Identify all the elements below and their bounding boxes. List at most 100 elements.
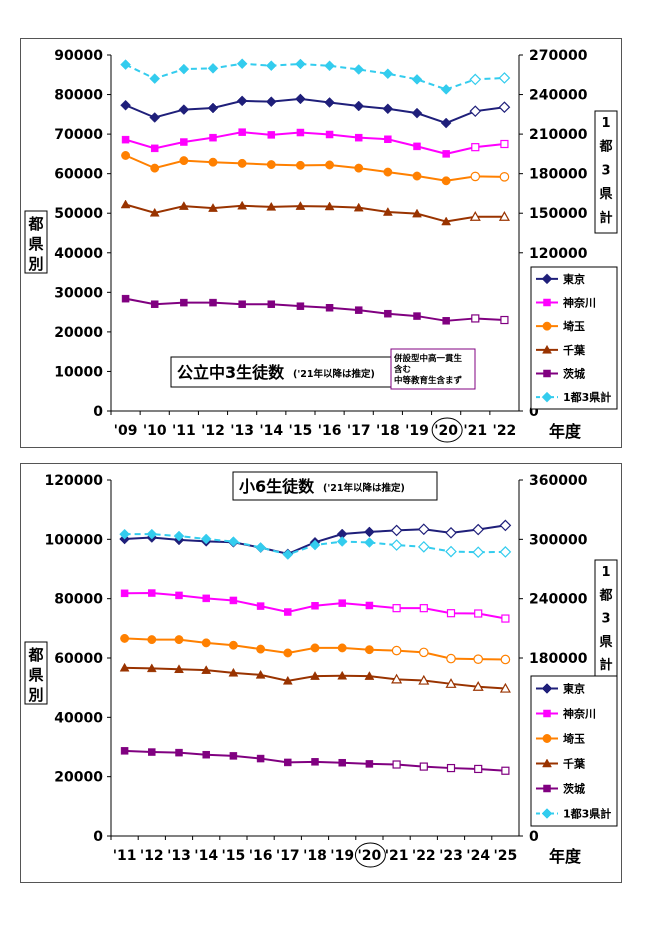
data-point <box>469 105 482 118</box>
data-point <box>411 74 423 85</box>
x-tick-label: '16 <box>318 423 342 439</box>
data-point <box>364 526 375 538</box>
legend-marker <box>541 391 553 403</box>
x-tick-label: '22 <box>412 848 436 864</box>
data-point <box>384 135 392 144</box>
data-point <box>147 635 157 645</box>
y2-axis-label-char: 1 <box>601 116 610 131</box>
y2-axis-label-char: 計 <box>599 210 612 226</box>
x-axis-label: 年度 <box>549 422 582 441</box>
data-point <box>310 643 320 653</box>
y-tick-label: 80000 <box>54 88 103 104</box>
y-tick-label: 20000 <box>54 770 103 786</box>
y2-tick-label: 240000 <box>529 592 588 608</box>
y-tick-label: 0 <box>93 829 103 845</box>
y-axis-label-char: 都 <box>27 215 43 233</box>
data-point <box>499 546 512 558</box>
data-point <box>365 760 374 768</box>
data-point <box>417 523 430 536</box>
series-line-actual <box>125 203 447 223</box>
series-line-estimated <box>369 648 506 661</box>
data-point <box>283 648 293 658</box>
data-point <box>179 156 189 166</box>
series-茨城 <box>121 294 509 325</box>
y-tick-label: 40000 <box>54 710 103 726</box>
legend-box <box>530 675 618 827</box>
legend-marker <box>542 321 552 331</box>
data-point <box>419 604 428 613</box>
y-tick-label: 50000 <box>54 206 103 222</box>
data-point <box>441 176 451 186</box>
circled-year-marker <box>431 417 463 443</box>
data-point <box>501 614 510 623</box>
series-line-actual <box>124 749 370 765</box>
data-point <box>419 762 428 771</box>
data-point <box>499 172 510 182</box>
y2-tick-label: 0 <box>529 404 539 420</box>
y2-tick-label: 270000 <box>529 48 588 64</box>
data-point <box>121 135 130 144</box>
y2-axis-label-char: 県 <box>599 187 612 202</box>
y2-axis-label-char: 3 <box>601 163 610 178</box>
data-point <box>440 84 452 95</box>
series-埼玉 <box>121 151 510 186</box>
y2-axis-label-char: 県 <box>599 635 612 650</box>
y2-tick-label: 0 <box>529 829 539 845</box>
series-line-actual <box>125 97 447 124</box>
y-tick-label: 60000 <box>54 651 103 667</box>
note-box <box>390 348 476 390</box>
y-axis-label-char: 県 <box>28 235 43 253</box>
data-point <box>284 758 292 767</box>
data-point <box>295 201 306 210</box>
x-tick-label: '20 <box>434 423 458 439</box>
data-point <box>266 160 276 170</box>
data-point <box>146 528 158 540</box>
data-point <box>413 142 421 151</box>
data-point <box>337 643 347 653</box>
legend-marker <box>543 784 551 793</box>
series-line-actual <box>124 637 370 654</box>
data-point <box>311 602 319 610</box>
y-axis-label-char: 別 <box>27 686 43 704</box>
series-神奈川 <box>121 128 509 158</box>
data-point <box>149 112 161 123</box>
legend-marker <box>541 683 553 694</box>
data-point <box>178 63 190 75</box>
data-point <box>201 638 211 648</box>
data-point <box>338 758 346 767</box>
chart-title: 公立中3生徒数 <box>177 363 285 382</box>
data-point <box>353 64 365 75</box>
data-point <box>354 163 364 173</box>
data-point <box>474 609 483 618</box>
data-point <box>228 667 239 677</box>
data-point <box>384 309 392 318</box>
data-point <box>336 536 348 547</box>
data-point <box>119 662 130 672</box>
data-point <box>471 143 480 152</box>
data-point <box>121 151 131 160</box>
data-point <box>282 675 293 685</box>
y-tick-label: 0 <box>93 404 103 420</box>
legend-label: 1都3県計 <box>563 390 611 404</box>
data-point <box>266 201 277 211</box>
x-tick-label: '12 <box>201 423 225 439</box>
data-point <box>446 763 456 773</box>
series-line-estimated <box>369 675 506 690</box>
legend-marker <box>542 344 552 354</box>
y-tick-label: 90000 <box>54 48 103 64</box>
data-point <box>201 665 212 674</box>
x-tick-label: '18 <box>303 848 327 864</box>
x-tick-label: '21 <box>463 423 487 439</box>
x-tick-label: '17 <box>347 423 371 439</box>
data-point <box>150 163 160 173</box>
y2-tick-label: 240000 <box>529 88 588 104</box>
series-埼玉 <box>120 633 511 665</box>
legend-label: 神奈川 <box>563 296 596 310</box>
data-point <box>267 131 276 139</box>
data-point <box>282 549 294 560</box>
y2-axis-label-char: 計 <box>599 657 612 673</box>
circled-year-marker <box>354 842 386 868</box>
legend-marker <box>541 273 553 285</box>
x-tick-label: '21 <box>385 848 409 864</box>
data-point <box>175 591 183 600</box>
